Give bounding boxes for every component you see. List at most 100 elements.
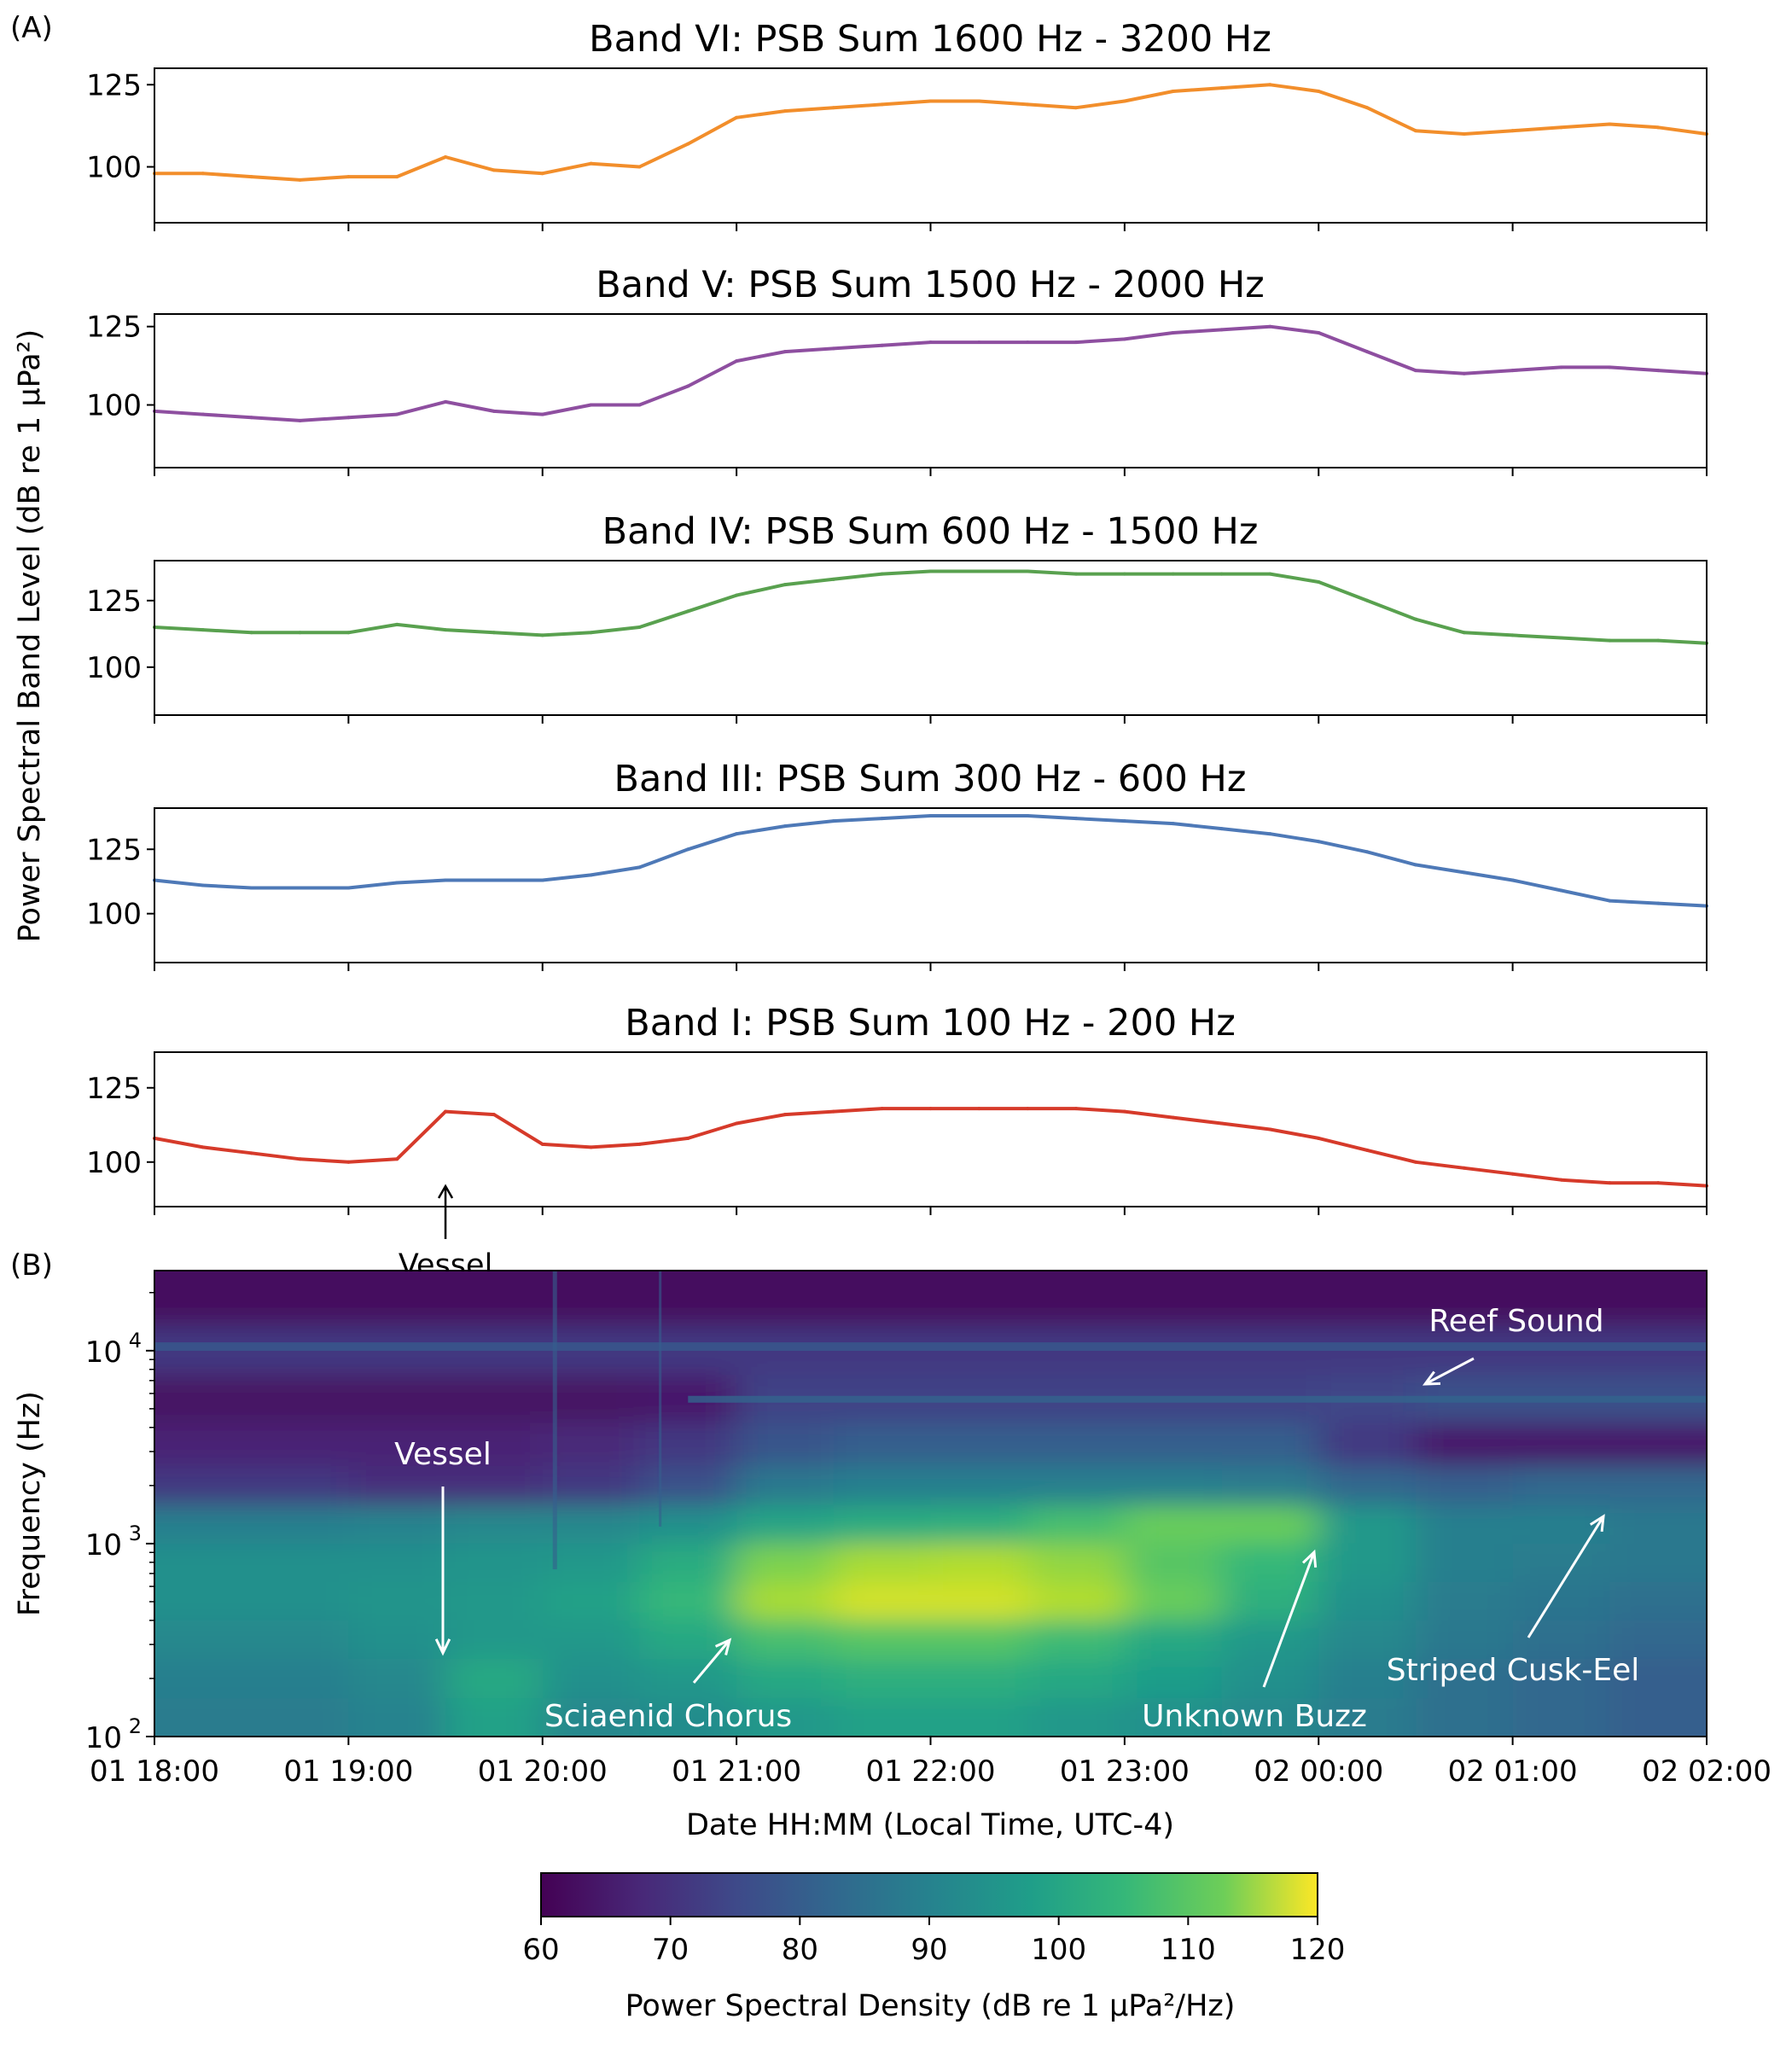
- heatmap-cell: [930, 1620, 1028, 1660]
- data-point: [783, 350, 787, 354]
- heatmap-cell: [1027, 1465, 1126, 1506]
- data-point: [395, 175, 399, 179]
- arrow-head: [1590, 1514, 1605, 1533]
- heatmap-cell: [445, 1620, 544, 1660]
- heatmap-cell: [930, 1698, 1028, 1737]
- data-point: [1608, 122, 1612, 126]
- heatmap-cell: [1415, 1581, 1514, 1621]
- heatmap-cell: [1609, 1465, 1707, 1506]
- data-point: [1608, 365, 1612, 369]
- heatmap-cell: [154, 1620, 253, 1660]
- data-point: [735, 832, 739, 836]
- heatmap-cell: [1609, 1620, 1707, 1660]
- data-point: [298, 886, 302, 890]
- heatmap-cell: [542, 1543, 640, 1583]
- heatmap-cell: [639, 1620, 737, 1660]
- data-point: [395, 881, 399, 885]
- heatmap-cell: [1318, 1504, 1417, 1545]
- data-point: [1559, 365, 1563, 369]
- annotation-label: Vessel: [394, 1437, 492, 1472]
- colorbar-tick-label: 100: [1031, 1933, 1086, 1967]
- panel-title: Band III: PSB Sum 300 Hz - 600 Hz: [614, 758, 1247, 800]
- heatmap-cell: [1124, 1620, 1223, 1660]
- heatmap-cell: [1027, 1658, 1126, 1699]
- x-tick-label: 01 22:00: [865, 1754, 995, 1789]
- data-point: [880, 817, 884, 821]
- data-point: [1365, 1148, 1370, 1152]
- data-point: [492, 1113, 496, 1117]
- heatmap-cell: [348, 1504, 446, 1545]
- heatmap-cell: [445, 1698, 544, 1737]
- data-point: [1026, 102, 1030, 107]
- data-point: [1559, 888, 1563, 893]
- y-tick-label: 100: [86, 898, 142, 932]
- data-point: [686, 142, 690, 146]
- data-point: [1559, 636, 1563, 640]
- heatmap-cell: [154, 1375, 253, 1423]
- data-point: [1462, 1166, 1466, 1170]
- data-point: [1510, 878, 1515, 882]
- data-point: [831, 819, 835, 823]
- heatmap-cell: [1221, 1658, 1319, 1699]
- heatmap-cell: [1124, 1504, 1223, 1545]
- data-point: [1559, 125, 1563, 130]
- annotation-label: Sciaenid Chorus: [544, 1699, 792, 1734]
- data-point: [492, 631, 496, 635]
- heatmap-cell: [1609, 1504, 1707, 1545]
- data-point: [589, 161, 593, 166]
- heatmap-cell: [1221, 1543, 1319, 1583]
- data-point: [201, 883, 205, 887]
- data-point: [589, 873, 593, 877]
- data-point: [1026, 1107, 1030, 1111]
- data-point: [1656, 638, 1661, 643]
- heatmap-cell: [1027, 1620, 1126, 1660]
- heatmap-cell: [1124, 1581, 1223, 1621]
- data-point: [1268, 83, 1272, 87]
- data-point: [637, 1142, 642, 1146]
- heatmap-cell: [1512, 1698, 1610, 1737]
- data-point: [1413, 369, 1417, 373]
- data-point: [1026, 340, 1030, 345]
- heatmap-cell: [154, 1543, 253, 1583]
- data-point: [831, 106, 835, 110]
- data-point: [1317, 579, 1321, 584]
- heatmap-cell: [1415, 1620, 1514, 1660]
- data-point: [1122, 337, 1126, 341]
- data-point: [346, 416, 351, 420]
- data-point: [928, 99, 933, 103]
- heatmap-cell: [1124, 1543, 1223, 1583]
- band-panel: Band VI: PSB Sum 1600 Hz - 3200 Hz 100 125: [86, 18, 1708, 231]
- heatmap-cell: [445, 1658, 544, 1699]
- data-point: [928, 340, 933, 345]
- data-point: [1656, 901, 1661, 905]
- heatmap-cell: [542, 1658, 640, 1699]
- data-point: [1268, 832, 1272, 836]
- heatmap-cell: [1318, 1658, 1417, 1699]
- data-point: [444, 878, 448, 882]
- y-tick-label: 100: [86, 1146, 142, 1180]
- heatmap-cell: [930, 1271, 1028, 1327]
- panel-label-a: (A): [10, 11, 53, 45]
- heatmap-cell: [1512, 1543, 1610, 1583]
- arrow-head: [434, 1638, 451, 1656]
- heatmap-cell: [1415, 1271, 1514, 1327]
- heatmap-cell: [348, 1581, 446, 1621]
- heatmap-cell: [154, 1504, 253, 1545]
- colorbar-tick-label: 60: [522, 1933, 559, 1967]
- data-point: [298, 1157, 302, 1161]
- data-point: [1317, 331, 1321, 335]
- data-point: [1074, 340, 1079, 345]
- spectrogram: 10 2 10 3 10 4 01 18:00 01 19:00 01 20:00 01 21:0…: [85, 1270, 1772, 1789]
- heatmap-cell: [930, 1581, 1028, 1621]
- heatmap-cell: [154, 1271, 253, 1327]
- data-point: [1268, 572, 1272, 576]
- heatmap-cell: [348, 1271, 446, 1327]
- data-point: [1462, 870, 1466, 875]
- heatmap-cell: [1124, 1271, 1223, 1327]
- heatmap-cell: [639, 1698, 737, 1737]
- data-point: [1026, 814, 1030, 818]
- heatmap-cell: [736, 1581, 835, 1621]
- heatmap-cell: [1027, 1423, 1126, 1467]
- heatmap-cell: [1512, 1581, 1610, 1621]
